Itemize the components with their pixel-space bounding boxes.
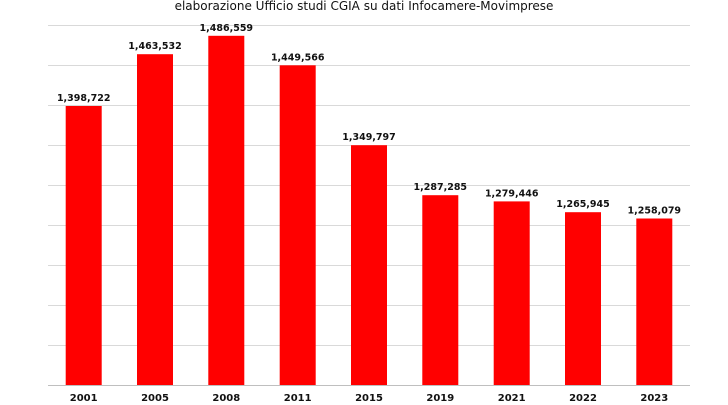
data-label-2015: 1,349,797 bbox=[342, 132, 396, 143]
bars bbox=[65, 35, 673, 386]
x-tick-2011: 2011 bbox=[284, 393, 312, 404]
x-tick-2008: 2008 bbox=[212, 393, 240, 404]
data-label-2021: 1,279,446 bbox=[485, 188, 539, 199]
x-tick-labels: 2001 2005 2008 2011 2015 2019 2021 2022 2023 bbox=[70, 393, 668, 404]
data-label-2023: 1,258,079 bbox=[628, 206, 682, 217]
data-label-2022: 1,265,945 bbox=[556, 199, 610, 210]
data-label-2011: 1,449,566 bbox=[271, 52, 325, 63]
bar-2008 bbox=[208, 35, 245, 386]
bar-2011 bbox=[279, 65, 316, 386]
x-tick-2023: 2023 bbox=[640, 393, 668, 404]
chart-subtitle: elaborazione Ufficio studi CGIA su dati … bbox=[174, 0, 554, 13]
bar-2019 bbox=[422, 195, 459, 385]
x-tick-2022: 2022 bbox=[569, 393, 597, 404]
data-label-2008: 1,486,559 bbox=[200, 23, 254, 34]
x-tick-2015: 2015 bbox=[355, 393, 383, 404]
bar-2022 bbox=[565, 212, 601, 385]
x-tick-2021: 2021 bbox=[498, 393, 526, 404]
bar-2005 bbox=[137, 54, 173, 385]
x-tick-2001: 2001 bbox=[70, 393, 98, 404]
bar-2001 bbox=[65, 106, 102, 385]
data-label-2001: 1,398,722 bbox=[57, 93, 111, 104]
x-tick-2005: 2005 bbox=[141, 393, 169, 404]
data-labels: 1,398,722 1,463,532 1,486,559 1,449,566 1,34… bbox=[57, 23, 681, 217]
bar-2023 bbox=[636, 218, 673, 385]
bar-2015 bbox=[351, 145, 387, 385]
data-label-2005: 1,463,532 bbox=[128, 41, 182, 52]
bar-2021 bbox=[493, 201, 530, 385]
data-label-2019: 1,287,285 bbox=[414, 182, 468, 193]
x-tick-2019: 2019 bbox=[426, 393, 454, 404]
